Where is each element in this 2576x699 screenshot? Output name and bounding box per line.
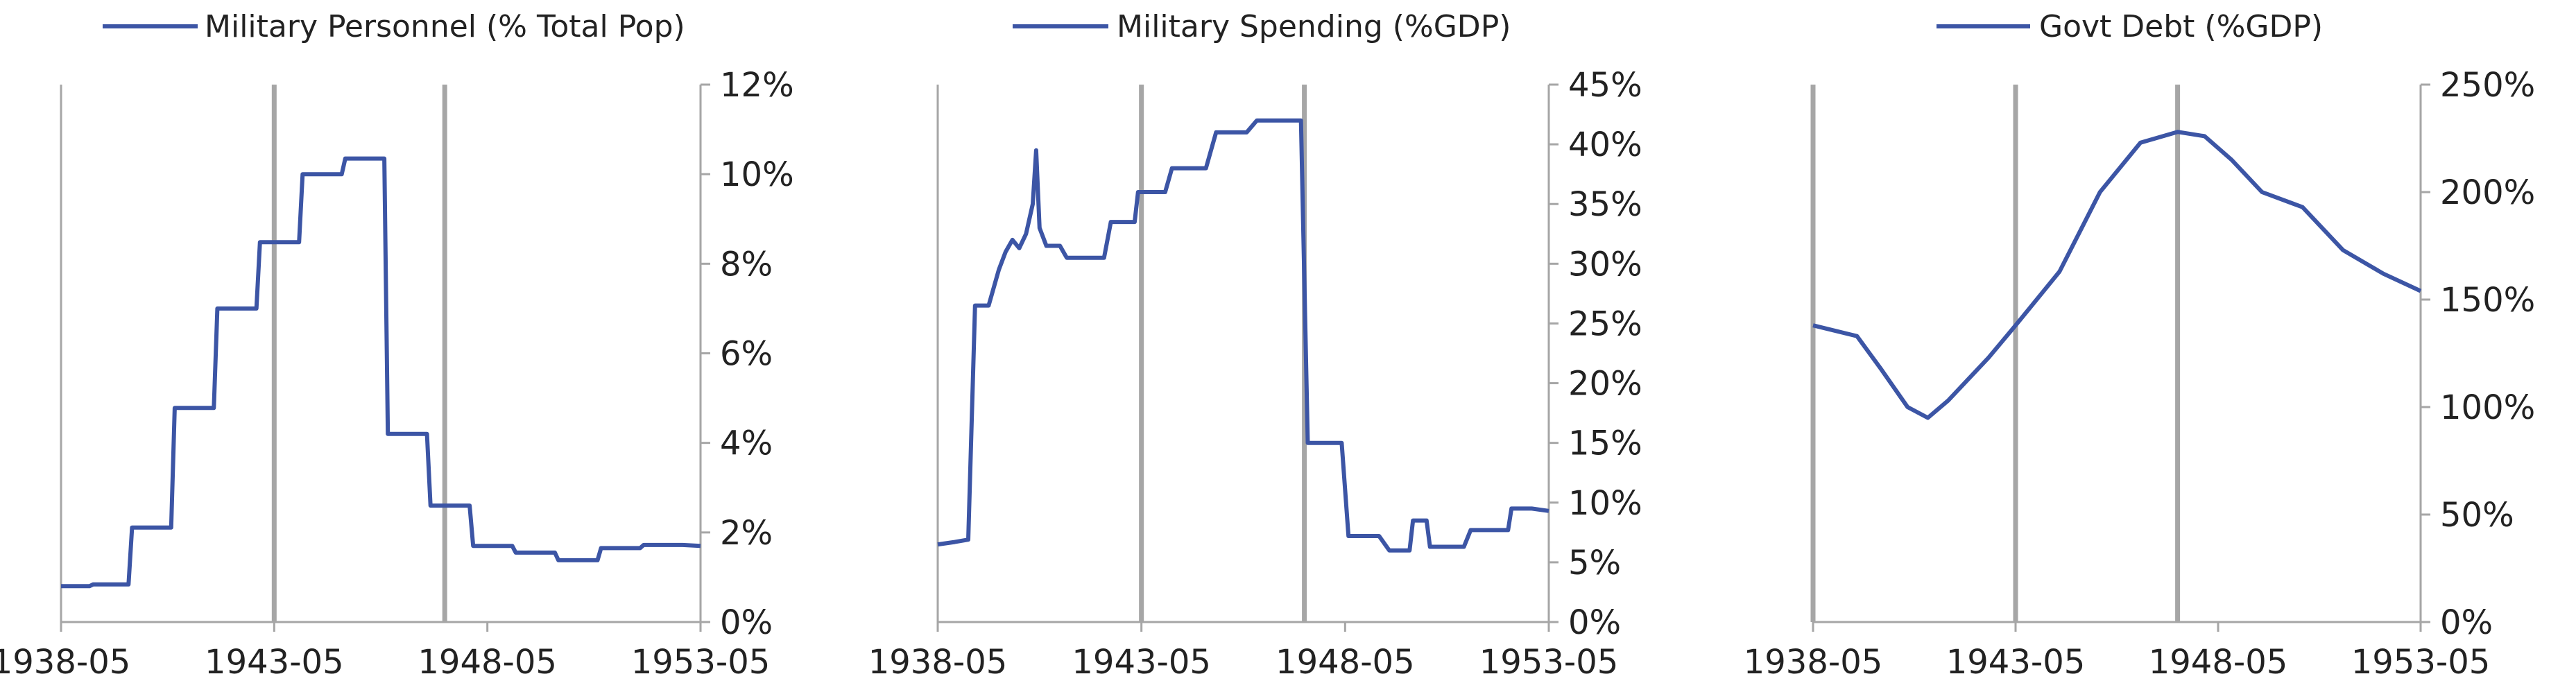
legend: Govt Debt (%GDP) bbox=[1937, 9, 2323, 44]
x-tick-label: 1953-05 bbox=[1479, 643, 1619, 682]
x-tick-label: 1938-05 bbox=[868, 643, 1008, 682]
y-tick-label: 25% bbox=[1568, 304, 1642, 343]
x-tick-label: 1953-05 bbox=[2351, 643, 2491, 682]
x-tick-label: 1943-05 bbox=[205, 643, 344, 682]
series-line bbox=[937, 118, 1549, 553]
chart-panel-1: 0% 2% 4% 6% 8% 10% 12% 1938-05 1943-05 1948-05 195… bbox=[0, 9, 794, 682]
y-tick-label: 30% bbox=[1568, 245, 1642, 284]
y-tick-label: 0% bbox=[720, 603, 773, 642]
y-tick-label: 40% bbox=[1568, 126, 1642, 164]
x-tick-label: 1938-05 bbox=[0, 643, 130, 682]
x-tick-label: 1943-05 bbox=[1072, 643, 1211, 682]
y-tick-label: 4% bbox=[720, 424, 773, 463]
y-tick-label: 2% bbox=[720, 514, 773, 553]
legend-label: Govt Debt (%GDP) bbox=[2039, 9, 2323, 44]
y-tick-label: 20% bbox=[1568, 365, 1642, 404]
legend: Military Personnel (% Total Pop) bbox=[103, 9, 685, 44]
x-tick-label: 1948-05 bbox=[1276, 643, 1415, 682]
y-tick-label: 100% bbox=[2440, 388, 2535, 427]
chart-panel-3: 0% 50% 100% 150% 200% 250% 1938-05 1943-05 1948-… bbox=[1744, 9, 2536, 682]
y-tick-label: 5% bbox=[1568, 544, 1621, 582]
y-tick-label: 8% bbox=[720, 245, 773, 284]
legend: Military Spending (%GDP) bbox=[1013, 9, 1511, 44]
y-tick-label: 15% bbox=[1568, 424, 1642, 463]
x-tick-label: 1953-05 bbox=[631, 643, 771, 682]
y-tick-label: 10% bbox=[1568, 484, 1642, 523]
x-tick-label: 1948-05 bbox=[2149, 643, 2288, 682]
y-tick-label: 10% bbox=[720, 155, 794, 194]
y-tick-label: 35% bbox=[1568, 185, 1642, 224]
y-tick-label: 150% bbox=[2440, 281, 2535, 320]
y-tick-label: 0% bbox=[1568, 603, 1621, 642]
y-tick-label: 45% bbox=[1568, 66, 1642, 105]
x-tick-label: 1948-05 bbox=[418, 643, 557, 682]
y-tick-label: 200% bbox=[2440, 173, 2535, 212]
y-tick-label: 12% bbox=[720, 66, 794, 105]
series-line bbox=[61, 156, 701, 589]
legend-label: Military Spending (%GDP) bbox=[1117, 9, 1511, 44]
series-line bbox=[1812, 130, 2422, 420]
legend-label: Military Personnel (% Total Pop) bbox=[205, 9, 685, 44]
chart-panel-2: 0% 5% 10% 15% 20% 25% 30% 35% 40% 45% 1938-05 1943-… bbox=[868, 9, 1642, 682]
x-tick-label: 1938-05 bbox=[1744, 643, 1883, 682]
x-tick-label: 1943-05 bbox=[1946, 643, 2086, 682]
y-tick-label: 50% bbox=[2440, 496, 2514, 535]
y-tick-label: 0% bbox=[2440, 603, 2493, 642]
y-tick-label: 6% bbox=[720, 335, 773, 374]
y-tick-label: 250% bbox=[2440, 66, 2535, 105]
